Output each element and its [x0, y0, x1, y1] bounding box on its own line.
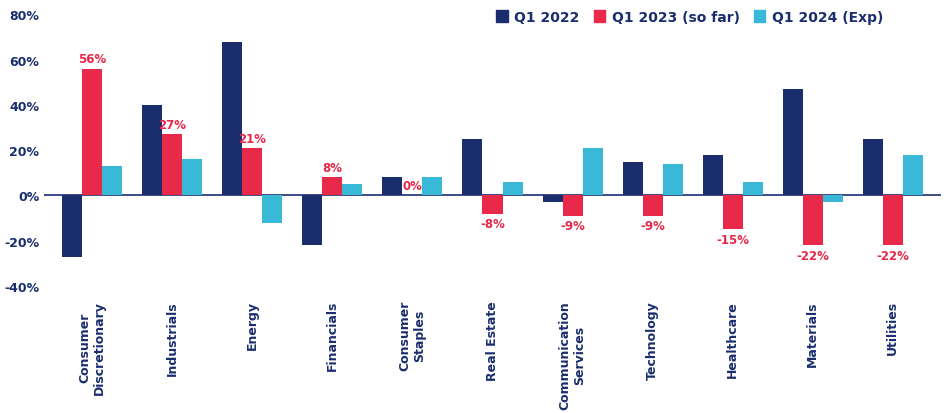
Bar: [462, 140, 482, 196]
Bar: [382, 178, 402, 196]
Text: 56%: 56%: [78, 53, 107, 66]
Bar: [642, 196, 662, 216]
Bar: [182, 160, 202, 196]
Bar: [542, 196, 562, 203]
Text: -22%: -22%: [796, 249, 828, 262]
Bar: [502, 183, 522, 196]
Bar: [482, 196, 502, 214]
Bar: [722, 196, 742, 230]
Bar: [862, 140, 882, 196]
Bar: [143, 106, 162, 196]
Bar: [262, 196, 282, 223]
Bar: [422, 178, 442, 196]
Text: -9%: -9%: [560, 220, 584, 233]
Bar: [162, 135, 182, 196]
Text: 21%: 21%: [238, 132, 266, 145]
Bar: [242, 149, 262, 196]
Bar: [702, 155, 722, 196]
Bar: [902, 155, 922, 196]
Bar: [882, 196, 902, 246]
Bar: [322, 178, 342, 196]
Text: 0%: 0%: [402, 180, 422, 192]
Bar: [222, 43, 242, 196]
Text: -22%: -22%: [875, 249, 908, 262]
Text: 8%: 8%: [322, 161, 342, 175]
Bar: [742, 183, 762, 196]
Text: 27%: 27%: [158, 119, 186, 132]
Bar: [562, 196, 582, 216]
Bar: [82, 70, 102, 196]
Bar: [582, 149, 602, 196]
Bar: [801, 196, 822, 246]
Bar: [622, 162, 642, 196]
Bar: [342, 185, 362, 196]
Bar: [782, 90, 801, 196]
Bar: [302, 196, 322, 246]
Text: -15%: -15%: [716, 233, 749, 246]
Bar: [822, 196, 842, 203]
Legend: Q1 2022, Q1 2023 (so far), Q1 2024 (Exp): Q1 2022, Q1 2023 (so far), Q1 2024 (Exp): [490, 5, 887, 30]
Bar: [62, 196, 82, 257]
Text: -8%: -8%: [480, 218, 504, 230]
Bar: [102, 167, 122, 196]
Bar: [662, 164, 682, 196]
Text: -9%: -9%: [639, 220, 665, 233]
